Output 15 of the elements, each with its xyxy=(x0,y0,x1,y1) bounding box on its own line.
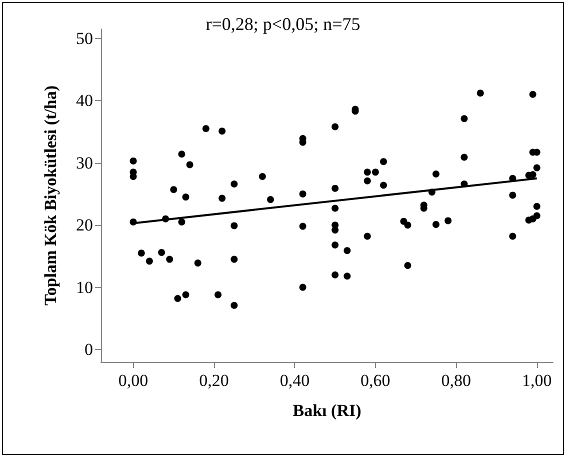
y-tick-label: 10 xyxy=(76,278,93,297)
y-tick-label: 0 xyxy=(84,340,93,360)
y-tick-label: 50 xyxy=(76,28,93,48)
y-tick-label: 40 xyxy=(76,91,93,110)
y-axis-title: Toplam Kök Biyokütlesi (t/ha) xyxy=(41,86,60,306)
y-tick-label: 30 xyxy=(76,153,93,172)
y-tick-label: 20 xyxy=(76,216,93,235)
x-tick-label: 0,20 xyxy=(199,371,229,390)
x-tick-label: 0,00 xyxy=(118,371,148,390)
annotation: r=0,28; p<0,05; n=75 xyxy=(206,14,360,34)
x-tick-label: 0,60 xyxy=(360,371,390,390)
x-tick-label: 0,40 xyxy=(280,371,310,390)
x-tick-label: 1,00 xyxy=(522,371,552,390)
x-axis-title: Bakı (RI) xyxy=(292,401,362,420)
x-tick-label: 0,80 xyxy=(441,371,472,390)
